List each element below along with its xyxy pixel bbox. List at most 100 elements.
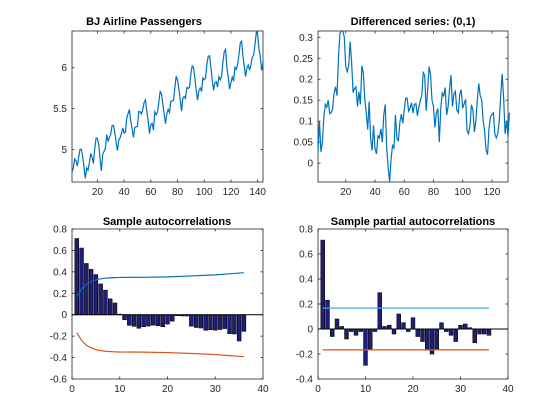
x-tick-label: 80 [172, 187, 184, 198]
bar [439, 322, 444, 330]
y-tick-label: 0.2 [299, 300, 313, 311]
bar [160, 314, 165, 328]
y-tick-label: 0.2 [53, 289, 67, 300]
bar [127, 314, 132, 326]
bar [84, 263, 89, 316]
y-tick-label: 0.4 [53, 267, 67, 278]
bar [377, 292, 382, 330]
bar [79, 247, 84, 316]
y-tick-label: 0.6 [299, 250, 313, 261]
y-tick-label: 5.5 [53, 104, 67, 115]
bar [131, 314, 137, 327]
x-tick-label: 40 [119, 187, 131, 198]
pacf-bars [320, 239, 492, 366]
y-tick-label: -0.6 [50, 375, 68, 386]
bar [165, 314, 170, 325]
bar [150, 314, 156, 326]
bar [477, 328, 482, 335]
series-line [71, 30, 264, 179]
bar [208, 314, 213, 331]
x-tick-label: 0 [315, 384, 321, 395]
y-tick-label: 0.6 [53, 246, 67, 257]
bar [458, 324, 463, 330]
x-tick-label: 20 [162, 384, 174, 395]
y-tick-label: 0.1 [299, 117, 313, 128]
bar [112, 302, 118, 316]
bar [189, 314, 194, 327]
chart-title: BJ Airline Passengers [86, 16, 202, 28]
series-line [317, 30, 511, 183]
lower-confidence-bound [76, 332, 244, 358]
bar [453, 328, 458, 342]
x-tick-label: 20 [340, 187, 352, 198]
bar [227, 314, 232, 334]
y-tick-label: 0 [307, 159, 313, 170]
bar [103, 289, 108, 316]
bar [136, 314, 142, 329]
bar [434, 328, 439, 350]
chart-title: Differenced series: (0,1) [351, 16, 476, 28]
y-tick-label: 0.05 [294, 138, 314, 149]
bar [425, 328, 430, 351]
y-tick-label: 5 [61, 145, 67, 156]
x-tick-label: 100 [454, 187, 471, 198]
x-tick-label: 20 [407, 384, 419, 395]
y-tick-label: 0.15 [294, 96, 314, 107]
bar [146, 314, 151, 327]
bar [368, 328, 373, 350]
bar [482, 328, 487, 335]
bar [217, 314, 223, 330]
y-tick-label: -0.2 [296, 350, 314, 361]
panel-sample-autocorrelations: Sample autocorrelations 0 10 20 30 40 -0.6 -0.… [50, 216, 269, 395]
x-tick-label: 60 [399, 187, 411, 198]
bar [232, 314, 237, 335]
bar [472, 328, 477, 344]
bar [330, 328, 335, 337]
axis-ticks: 20 40 60 80 100 120 0 0.05 0.1 0.15 0.2 0.25 0.3 [294, 31, 508, 198]
axis-ticks: 20 40 60 80 100 120 140 5 5.5 6 [53, 31, 266, 198]
chart-title: Sample partial autocorrelations [331, 216, 495, 228]
bar [334, 318, 340, 330]
bar [486, 328, 492, 336]
bar [396, 313, 401, 330]
x-tick-label: 10 [114, 384, 126, 395]
y-tick-label: 0.4 [299, 275, 313, 286]
x-tick-label: 100 [196, 187, 213, 198]
x-tick-label: 30 [455, 384, 467, 395]
bar [107, 298, 113, 316]
x-tick-label: 40 [502, 384, 514, 395]
bar [344, 328, 349, 340]
bar [170, 314, 175, 322]
bar [415, 328, 420, 337]
plot-frame [317, 30, 509, 183]
bar [141, 314, 146, 328]
x-tick-label: 10 [360, 384, 372, 395]
x-tick-label: 40 [369, 187, 381, 198]
bar [241, 314, 247, 332]
bar [122, 314, 127, 321]
y-tick-label: -0.2 [50, 332, 68, 343]
bar [203, 314, 208, 331]
bar [325, 299, 330, 330]
bar [236, 314, 242, 342]
bar [363, 328, 368, 366]
bar [98, 283, 103, 316]
bar [193, 314, 199, 328]
bar [320, 239, 325, 330]
x-tick-label: 60 [145, 187, 157, 198]
upper-confidence-bound [76, 272, 244, 298]
y-tick-label: 0 [307, 325, 313, 336]
y-tick-label: -0.4 [296, 375, 314, 386]
bar [155, 314, 161, 327]
x-tick-label: 40 [257, 384, 269, 395]
y-tick-label: -0.4 [50, 353, 68, 364]
bar [401, 322, 406, 330]
bar [222, 314, 228, 329]
x-tick-label: 0 [69, 384, 75, 395]
y-tick-label: 6 [61, 63, 67, 74]
panel-sample-partial-autocorrelations: Sample partial autocorrelations 0 10 20 30 4… [296, 216, 514, 395]
x-tick-label: 120 [484, 187, 501, 198]
panel-differenced-series: Differenced series: (0,1) 20 40 60 80 100 120… [294, 16, 511, 198]
